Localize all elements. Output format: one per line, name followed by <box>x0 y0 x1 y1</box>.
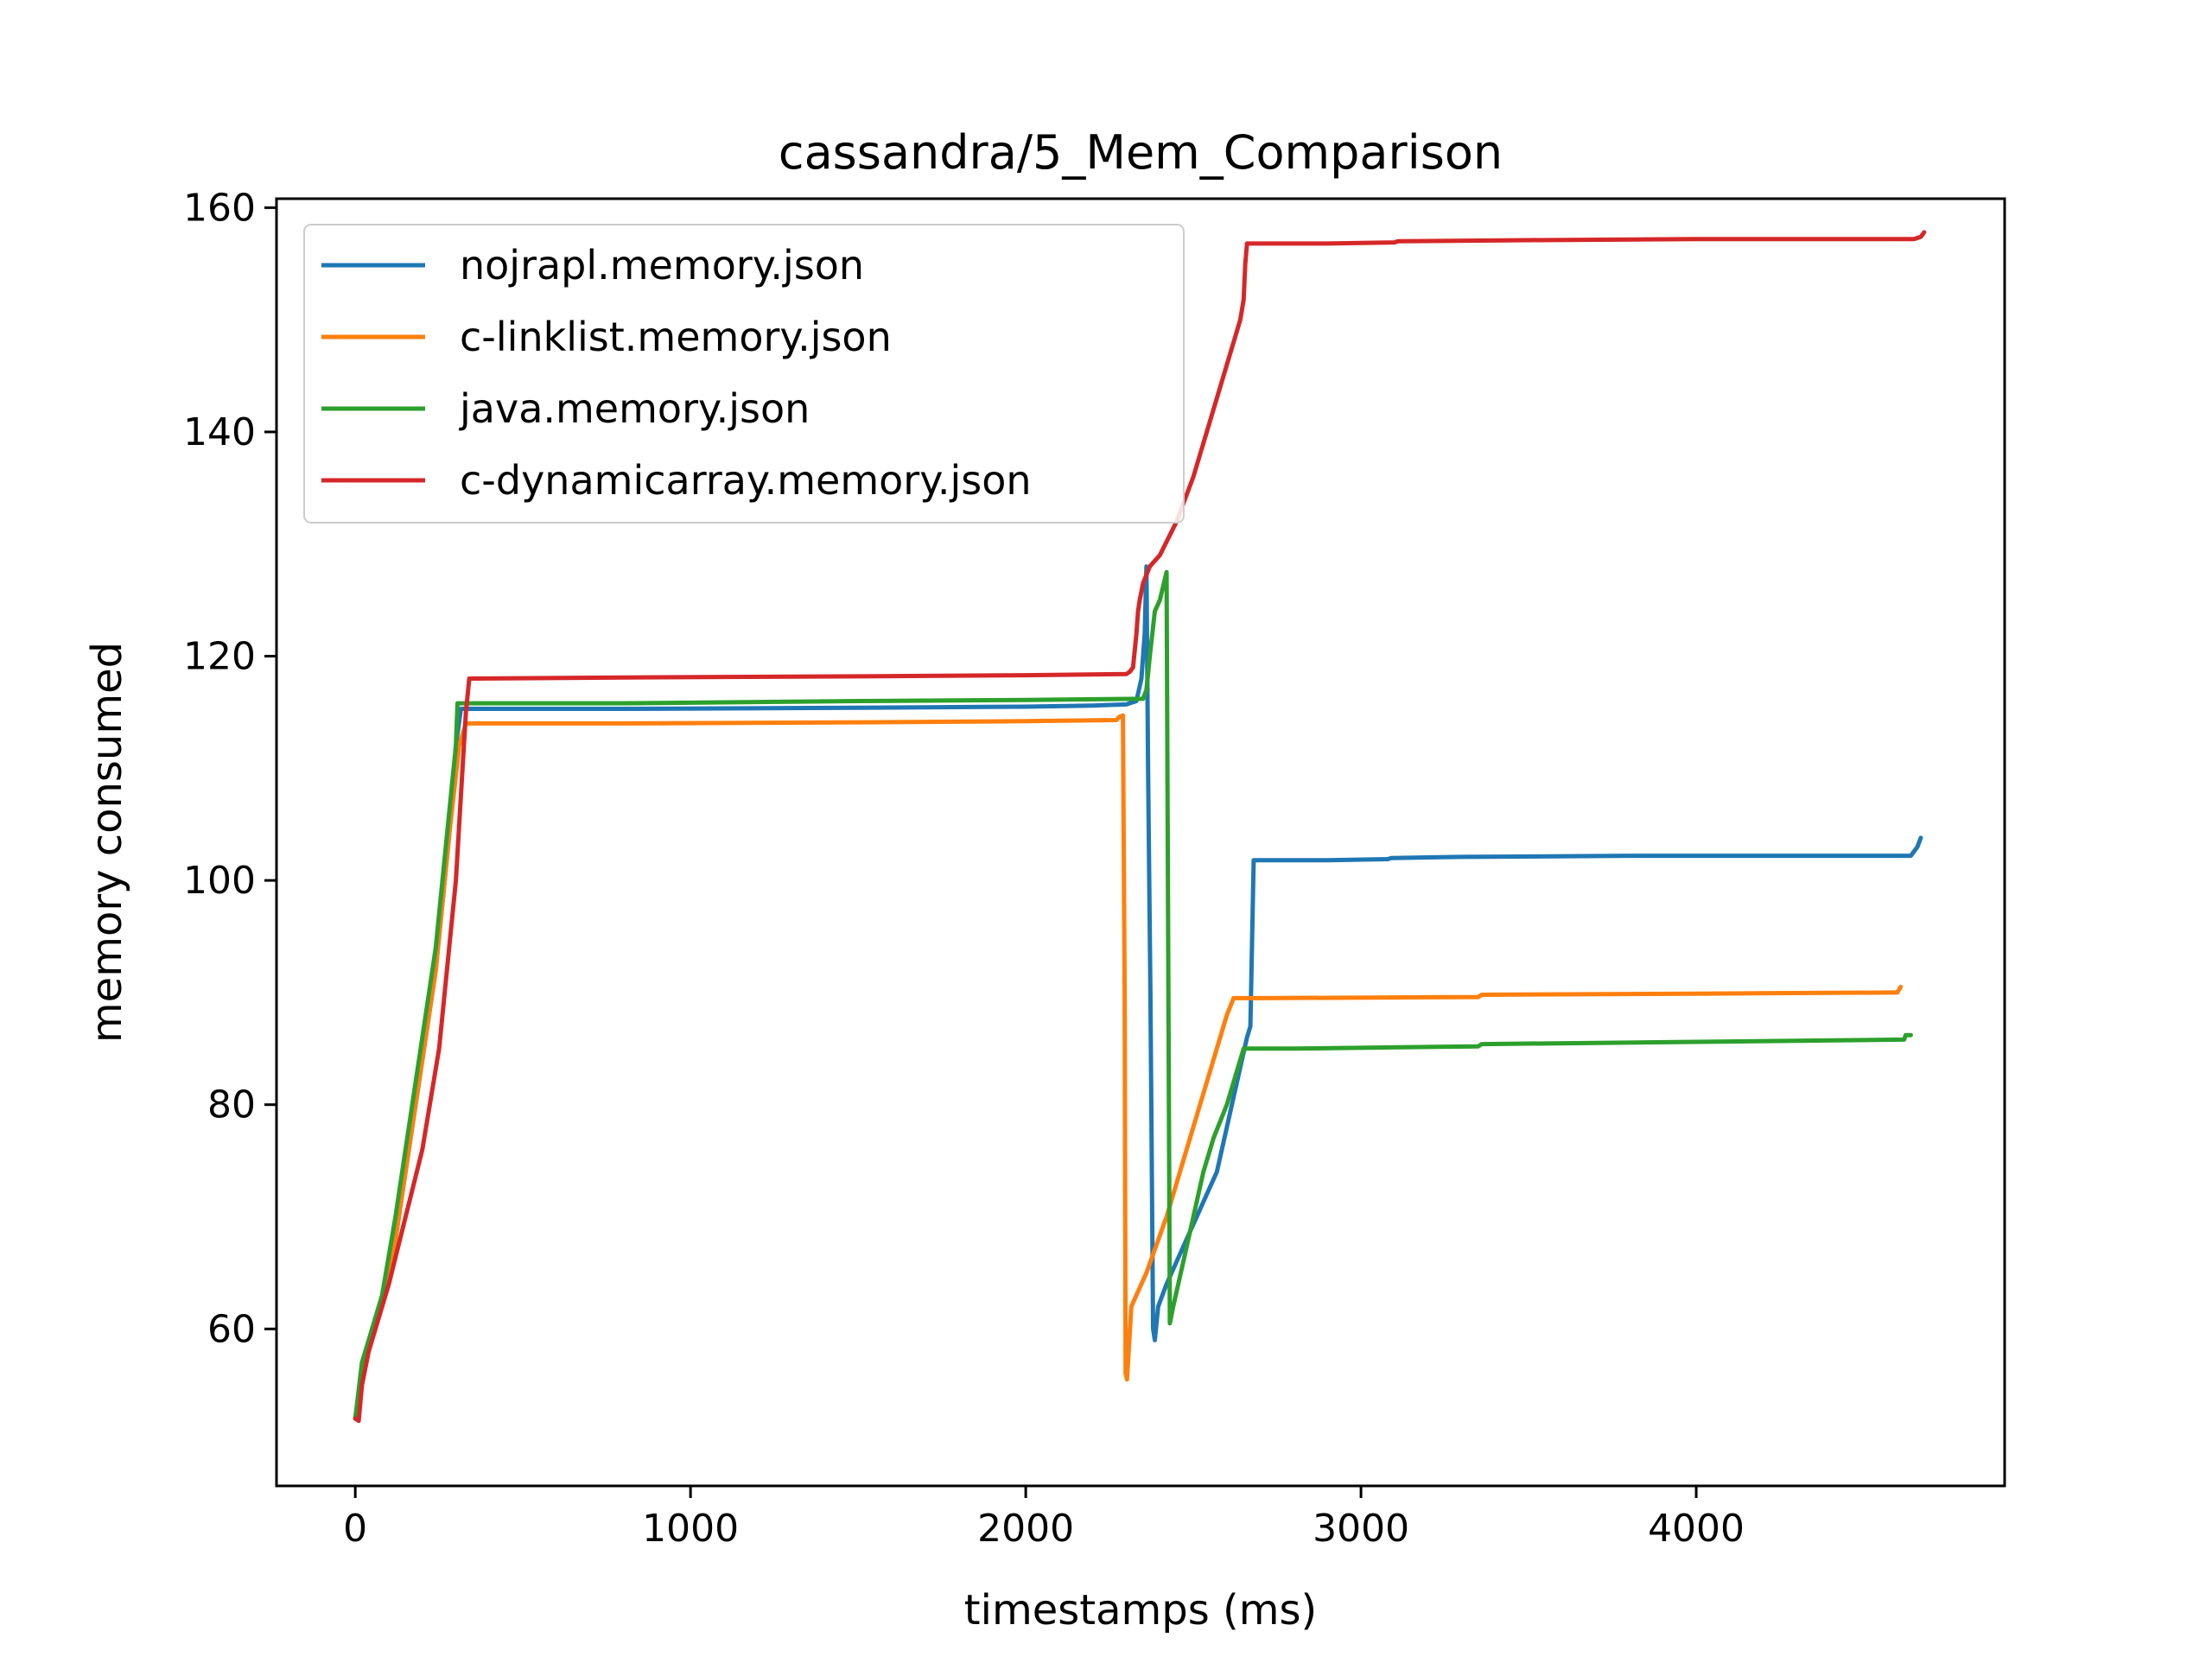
legend-label: nojrapl.memory.json <box>460 242 864 289</box>
x-tick-label: 4000 <box>1648 1507 1745 1551</box>
y-axis-ticks: 60 80 100 120 140 160 <box>183 186 276 1351</box>
x-tick-label: 0 <box>343 1507 367 1551</box>
series-line-c-dynamicarray-memory-json <box>353 230 1927 1424</box>
legend-label: c-linklist.memory.json <box>460 314 892 360</box>
x-tick-label: 3000 <box>1313 1507 1409 1551</box>
legend-label: java.memory.json <box>459 385 810 432</box>
series-layer <box>353 230 1927 1424</box>
chart-title: cassandra/5_Mem_Comparison <box>779 125 1503 180</box>
legend-box <box>303 224 1185 524</box>
legend-items: nojrapl.memory.json c-linklist.memory.jso… <box>321 242 1032 504</box>
x-axis-ticks: 0 1000 2000 3000 4000 <box>343 1486 1745 1551</box>
y-tick-label: 100 <box>183 859 256 903</box>
y-axis-label: memory consumed <box>83 642 131 1043</box>
legend: nojrapl.memory.json c-linklist.memory.jso… <box>303 224 1185 524</box>
x-tick-label: 1000 <box>642 1507 739 1551</box>
y-tick-label: 80 <box>207 1083 256 1127</box>
legend-label: c-dynamicarray.memory.json <box>460 457 1032 504</box>
x-tick-label: 2000 <box>977 1507 1074 1551</box>
x-axis-label: timestamps (ms) <box>964 1586 1317 1634</box>
plot-frame <box>275 197 2006 1488</box>
series-line-c-linklist-memory-json <box>353 713 1904 1421</box>
series-line-java-memory-json <box>353 569 1913 1421</box>
y-tick-label: 120 <box>183 635 256 679</box>
y-tick-label: 60 <box>207 1307 256 1351</box>
y-tick-label: 160 <box>183 186 256 230</box>
y-tick-label: 140 <box>183 410 256 454</box>
